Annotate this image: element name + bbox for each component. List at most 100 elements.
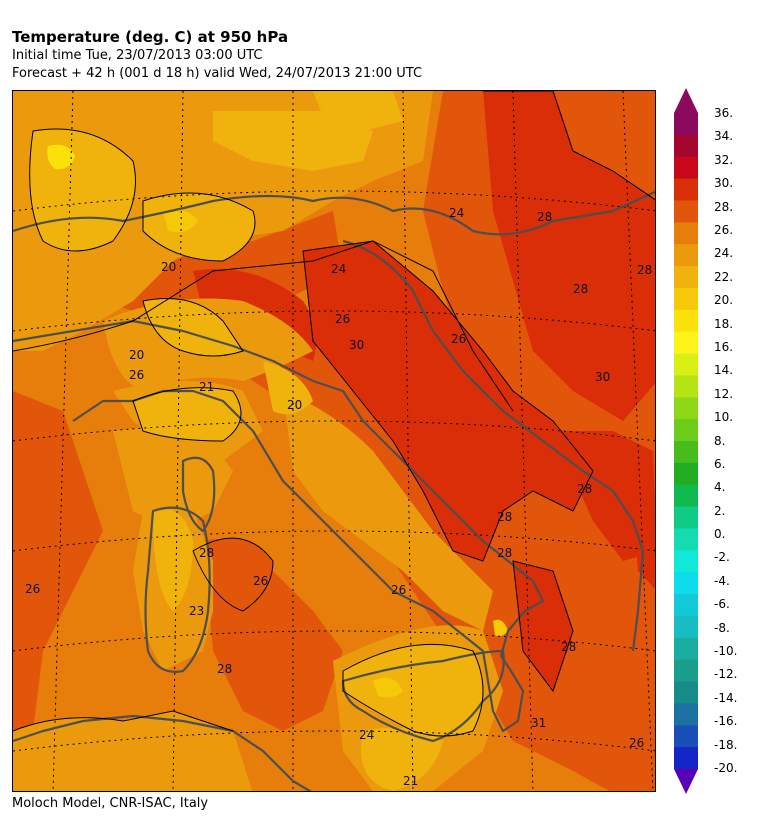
forecast-validity: Forecast + 42 h (001 d 18 h) valid Wed, … <box>12 66 423 81</box>
field-22-24-italy <box>263 361 313 415</box>
colorbar-segment <box>674 222 698 245</box>
colorbar-label: 16. <box>714 339 734 354</box>
field-20-22-calabria <box>493 619 508 637</box>
colorbar-label: 4. <box>714 480 726 495</box>
contour-label: 26 <box>25 582 40 596</box>
colorbar-label: 34. <box>714 129 734 144</box>
field-22-24-top <box>313 91 403 131</box>
temperature-map-svg: 20 24 24 28 28 28 26 26 30 20 26 21 20 30 28 28 28 26 28 26… <box>13 91 655 791</box>
colorbar-segment <box>674 156 698 180</box>
contour-label: 30 <box>595 370 610 384</box>
contour-label: 26 <box>391 583 406 597</box>
colorbar-segment <box>674 747 698 770</box>
contour-label: 31 <box>531 716 546 730</box>
colorbar-segment <box>674 331 698 355</box>
colorbar-label: 8. <box>714 433 726 448</box>
chart-header: Temperature (deg. C) at 950 hPa Initial … <box>12 28 422 83</box>
coastlines <box>13 190 655 791</box>
temperature-map: 20 24 24 28 28 28 26 26 30 20 26 21 20 30 28 28 28 26 28 26… <box>12 90 656 792</box>
colorbar-labels: 36. 34. 32. 30. 28. 26. 24. 22. 20. 18. 16. 14. 12. 1… <box>714 0 760 828</box>
colorbar-label: -12. <box>714 667 738 682</box>
colorbar-segment <box>674 419 698 442</box>
contour-label: 26 <box>129 368 144 382</box>
contour-label: 20 <box>287 398 302 412</box>
colorbar-label: 0. <box>714 527 726 542</box>
model-credit: Moloch Model, CNR-ISAC, Italy <box>12 796 209 811</box>
colorbar-segment <box>674 637 698 661</box>
colorbar-label: 24. <box>714 246 734 261</box>
colorbar-label: 36. <box>714 106 734 120</box>
colorbar-label: -6. <box>714 597 730 612</box>
colorbar-label: 20. <box>714 293 734 308</box>
contour-label: 21 <box>199 380 214 394</box>
contour-label: 26 <box>335 312 350 326</box>
contour-label: 28 <box>637 263 652 277</box>
colorbar-segment <box>674 441 698 464</box>
colorbar-segment <box>674 309 698 333</box>
contour-label: 26 <box>451 332 466 346</box>
colorbar-bottom-arrow <box>674 769 698 794</box>
colorbar-top-arrow <box>674 88 698 113</box>
colorbar-label: -18. <box>714 737 738 752</box>
colorbar-segment <box>674 725 698 748</box>
colorbar-segment <box>674 287 698 311</box>
colorbar-segment <box>674 594 698 617</box>
contour-label: 28 <box>497 546 512 560</box>
contour-labels: 20 24 24 28 28 28 26 26 30 20 26 21 20 30 28 28 28 26 28 26… <box>25 206 652 788</box>
contour-label: 28 <box>199 546 214 560</box>
colorbar-segment <box>674 484 698 508</box>
field-30-32-balkans-south <box>553 431 655 561</box>
field-30-32-adriatic <box>303 241 593 561</box>
africa-coastline <box>13 714 312 791</box>
field-30-32-ionian <box>633 492 655 589</box>
colorbar-label: 12. <box>714 386 734 401</box>
colorbar-label: 22. <box>714 269 734 284</box>
colorbar-segment <box>674 134 698 158</box>
adriatic-east-coastline <box>342 239 645 652</box>
graticule <box>13 91 655 791</box>
colorbar-label: 18. <box>714 316 734 331</box>
colorbar-label: 6. <box>714 456 726 471</box>
field-18-20-alps <box>163 209 198 233</box>
sicily-coastline <box>341 649 505 743</box>
colorbar-label: 30. <box>714 176 734 191</box>
colorbar-label: 2. <box>714 503 726 518</box>
colorbar-segment <box>674 375 698 398</box>
contour-label: 28 <box>573 282 588 296</box>
colorbar-segment <box>674 462 698 486</box>
colorbar-segment <box>674 178 698 202</box>
contour-label: 20 <box>129 348 144 362</box>
italy-coastline <box>13 319 545 733</box>
colorbar-label: -10. <box>714 644 738 659</box>
contour-label: 24 <box>449 206 464 220</box>
colorbar-segment <box>674 659 698 683</box>
colorbar-segment <box>674 397 698 420</box>
colorbar-segment <box>674 703 698 726</box>
colorbar-label: -2. <box>714 550 730 565</box>
contour-label: 28 <box>537 210 552 224</box>
chart-title: Temperature (deg. C) at 950 hPa <box>12 28 289 46</box>
field-20-22-sicily <box>373 677 403 698</box>
colorbar-segment <box>674 353 698 376</box>
field-18-20-peak <box>47 144 75 170</box>
colorbar-segment <box>674 681 698 704</box>
colorbar-segment <box>674 266 698 289</box>
initial-time: Initial time Tue, 23/07/2013 03:00 UTC <box>12 48 263 63</box>
colorbar-label: -8. <box>714 620 730 635</box>
colorbar-label: -20. <box>714 761 738 775</box>
contour-label: 24 <box>331 262 346 276</box>
sardinia-coastline <box>144 506 211 673</box>
contour-label: 26 <box>253 574 268 588</box>
contour-label: 24 <box>359 728 374 742</box>
colorbar-segment <box>674 528 698 551</box>
field-22-24-sardinia <box>153 509 193 611</box>
colorbar-segment <box>674 113 698 136</box>
colorbar-label: 26. <box>714 222 734 237</box>
field-24-26-italy <box>283 391 493 631</box>
field-22-24-gulf <box>133 387 241 441</box>
contour-label: 28 <box>217 662 232 676</box>
colorbar-label: 28. <box>714 199 734 214</box>
colorbar-label: 14. <box>714 363 734 378</box>
field-28-30-west <box>13 391 103 751</box>
field-30-32-calabria <box>513 561 573 691</box>
